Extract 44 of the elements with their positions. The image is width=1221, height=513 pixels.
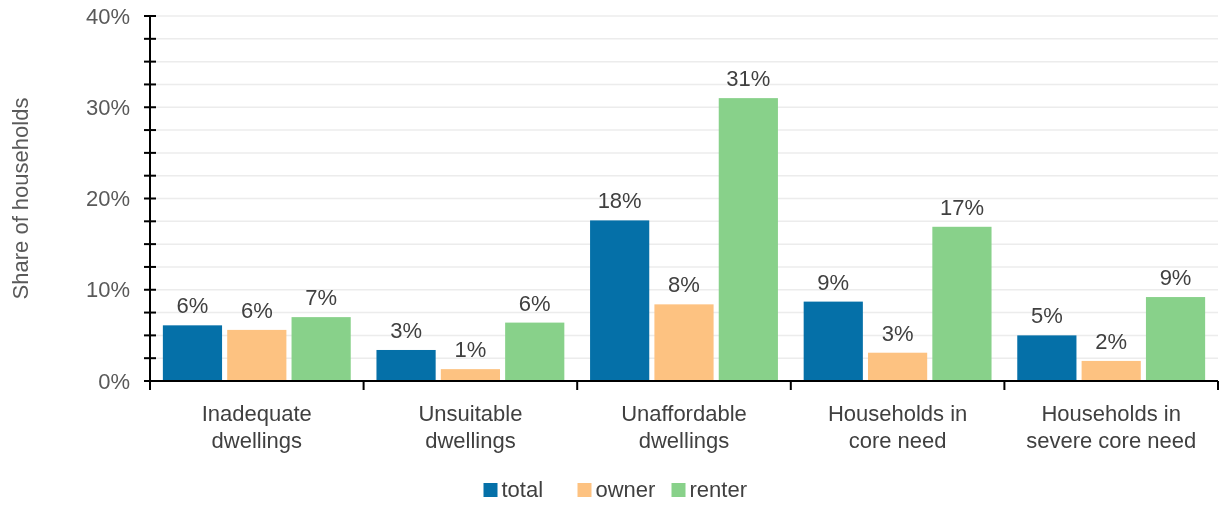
- bar: [718, 98, 778, 381]
- data-label: 17%: [939, 194, 984, 220]
- bar: [932, 226, 992, 381]
- bar: [291, 317, 351, 381]
- bar: [1081, 360, 1141, 381]
- bar: [227, 329, 287, 381]
- bar: [162, 325, 223, 381]
- bar: [1145, 297, 1206, 381]
- bar: [803, 301, 863, 381]
- data-label: 6%: [240, 297, 273, 323]
- bar: [376, 349, 436, 381]
- y-tick-label: 0%: [98, 368, 130, 394]
- data-label: 6%: [176, 293, 209, 319]
- x-tick-label: Unaffordable dwellings: [621, 401, 747, 453]
- data-label: 3%: [881, 320, 914, 346]
- y-tick-label: 40%: [85, 3, 130, 29]
- data-label: 9%: [817, 269, 850, 295]
- data-label: 1%: [454, 337, 487, 363]
- data-label: 7%: [305, 285, 338, 311]
- bar: [440, 369, 500, 381]
- x-tick-label: Inadequate dwellings: [201, 401, 312, 453]
- data-label: 18%: [597, 188, 642, 214]
- legend-label: total: [501, 477, 544, 502]
- y-tick-label: 20%: [85, 186, 130, 212]
- data-label: 5%: [1030, 303, 1063, 329]
- x-tick-label: Unsuitable dwellings: [418, 401, 523, 453]
- x-tick-label: Households in core need: [827, 401, 968, 453]
- legend-label: renter: [689, 477, 747, 502]
- legend-label: owner: [595, 477, 656, 502]
- data-label: 2%: [1095, 328, 1128, 354]
- x-tick-label: Households in severe core need: [1026, 401, 1197, 453]
- data-label: 6%: [518, 290, 551, 316]
- y-axis-title: Share of households: [8, 97, 33, 300]
- y-tick-label: 30%: [85, 94, 130, 120]
- bar: [1017, 335, 1077, 381]
- bar: [654, 304, 714, 381]
- data-label: 8%: [668, 272, 700, 298]
- data-label: 9%: [1159, 265, 1192, 291]
- bar: [505, 322, 565, 381]
- y-tick-label: 10%: [85, 277, 130, 303]
- data-label: 3%: [390, 317, 422, 343]
- bar: [590, 220, 650, 381]
- data-label: 31%: [726, 66, 771, 92]
- bar: [868, 352, 928, 381]
